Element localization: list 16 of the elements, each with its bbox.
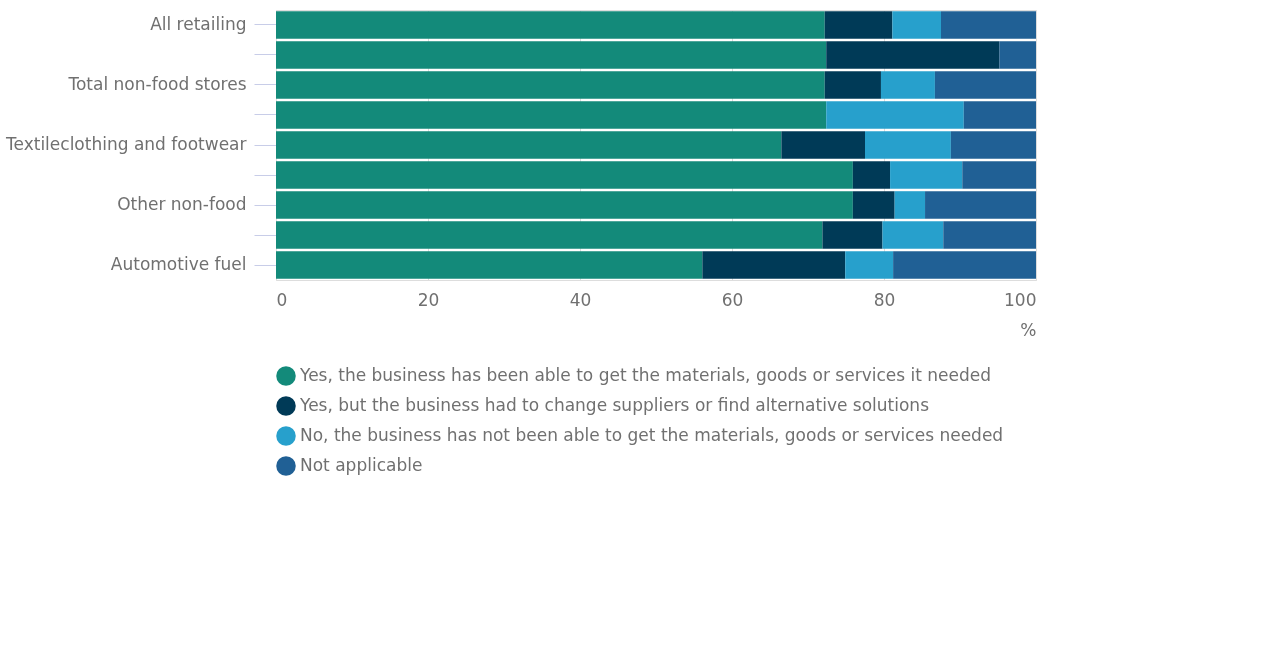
y-tick-label: Textileclothing and footwear (5, 134, 247, 154)
legend-label: No, the business has not been able to get the materials, goods or services needed (300, 425, 1004, 445)
x-tick-label: 80 (873, 289, 896, 310)
y-tick-label: All retailing (150, 14, 247, 34)
legend-label: Yes, the business has been able to get the materials, goods or services it needed (299, 365, 992, 385)
x-tick-label: 60 (721, 289, 744, 310)
y-tick-label: Total non-food stores (67, 74, 247, 94)
legend-label: Not applicable (300, 455, 423, 475)
x-tick-label: 100 (1004, 289, 1037, 310)
y-tick-label: Other non-food (117, 194, 247, 214)
x-tick-label: 20 (417, 289, 440, 310)
x-tick-label: 40 (569, 289, 592, 310)
y-tick-label: Automotive fuel (110, 254, 247, 274)
legend-label: Yes, but the business had to change suppliers or find alternative solutions (299, 395, 930, 415)
x-axis-title: % (1020, 319, 1037, 340)
x-tick-label: 0 (276, 289, 288, 310)
